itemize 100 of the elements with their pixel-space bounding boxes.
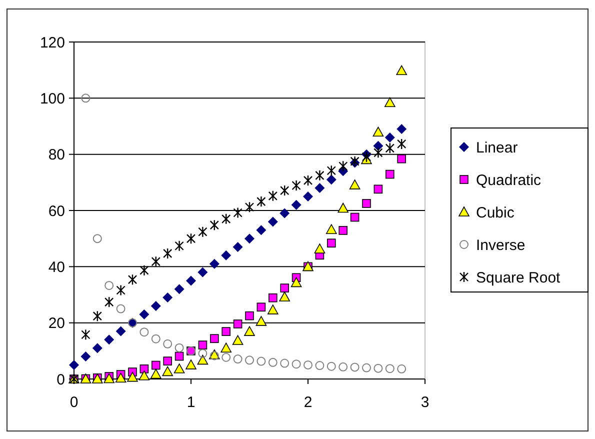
point xyxy=(80,352,91,362)
point xyxy=(280,358,290,368)
point xyxy=(92,234,102,244)
point xyxy=(232,335,244,345)
point xyxy=(386,170,394,179)
point xyxy=(198,340,208,350)
point xyxy=(163,339,172,348)
point xyxy=(163,356,172,366)
point xyxy=(397,138,406,150)
x-tick-label: 0 xyxy=(70,394,78,411)
point xyxy=(104,334,114,345)
legend-label: Linear xyxy=(476,139,518,156)
point xyxy=(326,224,337,234)
point xyxy=(186,360,196,370)
point xyxy=(233,320,242,328)
point xyxy=(92,343,102,354)
point xyxy=(198,348,208,358)
point xyxy=(150,300,161,311)
point xyxy=(232,242,243,252)
point xyxy=(350,362,360,372)
point xyxy=(374,364,383,373)
point xyxy=(292,180,301,192)
point xyxy=(280,184,290,196)
point xyxy=(197,354,208,365)
point xyxy=(338,226,348,235)
point xyxy=(327,238,336,248)
point xyxy=(326,174,336,185)
point xyxy=(244,202,254,213)
y-tick-label: 120 xyxy=(40,34,65,52)
point xyxy=(186,276,196,286)
point xyxy=(210,334,219,343)
point xyxy=(127,372,138,382)
point xyxy=(350,212,360,222)
point xyxy=(315,361,324,370)
point xyxy=(397,154,406,164)
point xyxy=(373,140,384,151)
point xyxy=(222,352,231,362)
point xyxy=(396,124,407,134)
y-tick-label: 80 xyxy=(48,146,65,164)
point xyxy=(174,352,184,361)
point xyxy=(268,216,278,227)
point xyxy=(222,327,230,336)
point xyxy=(116,326,126,336)
point xyxy=(362,199,371,208)
point xyxy=(92,310,102,322)
point xyxy=(245,356,254,365)
point xyxy=(384,97,396,108)
point xyxy=(222,213,231,225)
point xyxy=(116,284,126,296)
point xyxy=(151,334,160,344)
point xyxy=(256,196,266,208)
point xyxy=(338,160,348,172)
point xyxy=(349,180,360,190)
point xyxy=(174,363,185,374)
point xyxy=(210,220,219,231)
point xyxy=(397,364,406,374)
point xyxy=(292,360,301,369)
point xyxy=(150,368,162,379)
point xyxy=(81,329,90,340)
point xyxy=(326,165,336,176)
point xyxy=(314,183,325,194)
point xyxy=(162,292,173,303)
point xyxy=(140,328,149,337)
point xyxy=(104,373,114,384)
x-tick-label: 2 xyxy=(304,394,312,411)
point xyxy=(256,225,266,236)
point xyxy=(385,142,394,154)
point xyxy=(280,284,289,292)
point xyxy=(268,293,278,302)
x-tick-label: 3 xyxy=(420,394,430,411)
point xyxy=(303,191,313,202)
point xyxy=(104,280,114,290)
point xyxy=(116,304,126,314)
point xyxy=(290,277,302,288)
point xyxy=(362,151,372,162)
point xyxy=(303,174,313,186)
point xyxy=(174,240,184,252)
point xyxy=(163,248,172,260)
point xyxy=(152,360,160,370)
point xyxy=(256,356,266,366)
point xyxy=(151,256,160,268)
point xyxy=(233,207,242,218)
legend-label: Quadratic xyxy=(476,172,542,189)
point xyxy=(233,354,242,364)
y-tick-label: 100 xyxy=(40,90,65,108)
point xyxy=(268,190,278,202)
y-tick-label: 40 xyxy=(48,258,65,276)
point xyxy=(396,65,407,76)
y-tick-label: 0 xyxy=(56,371,65,388)
legend-label: Square Root xyxy=(476,269,562,286)
point xyxy=(221,250,232,260)
point xyxy=(140,264,149,276)
point xyxy=(268,304,278,314)
point xyxy=(198,226,208,238)
point xyxy=(384,132,395,142)
point xyxy=(362,363,371,372)
point xyxy=(280,208,290,218)
point xyxy=(256,316,267,326)
point xyxy=(220,342,232,353)
point xyxy=(244,326,255,336)
